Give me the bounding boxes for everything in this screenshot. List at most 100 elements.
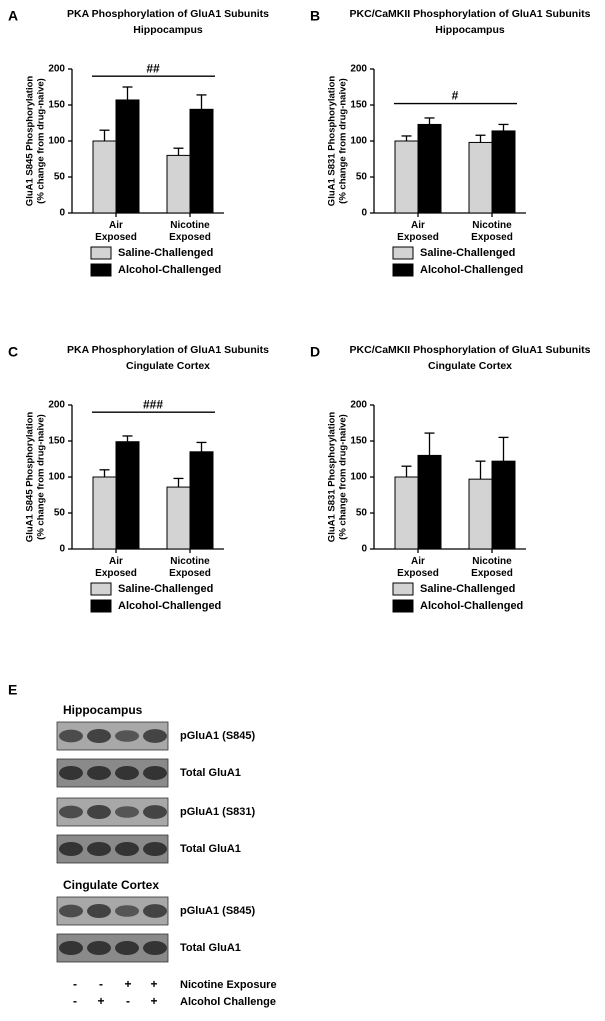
chart-title: PKC/CaMKII Phosphorylation of GluA1 Subu…	[350, 344, 591, 356]
y-tick-label: 0	[361, 544, 367, 555]
y-axis-label: GluA1 S831 Phosphorylation	[327, 76, 338, 207]
x-tick-label: Nicotine Exposed	[169, 556, 211, 579]
chart-panel: B PKC/CaMKII Phosphorylation of GluA1 Sub…	[302, 0, 602, 300]
blot-band	[87, 842, 111, 856]
legend-label: Alcohol-Challenged	[420, 264, 523, 276]
x-tick-label: Nicotine Exposed	[471, 220, 513, 243]
y-axis-label: (% change from drug-naive)	[36, 78, 47, 204]
y-tick-label: 100	[48, 472, 65, 483]
legend-swatch	[90, 263, 112, 277]
y-tick-label: 150	[350, 436, 367, 447]
condition-sign: +	[124, 977, 131, 991]
y-axis-label: (% change from drug-naive)	[36, 414, 47, 540]
section-title: Cingulate Cortex	[63, 878, 159, 892]
blot-band	[115, 806, 139, 818]
condition-sign: -	[73, 994, 77, 1008]
bar	[417, 454, 442, 550]
legend-swatch	[90, 246, 112, 260]
legend-label: Alcohol-Challenged	[118, 600, 221, 612]
x-tick-label: Air Exposed	[95, 556, 137, 579]
panel-label: A	[8, 8, 18, 24]
legend-label: Alcohol-Challenged	[118, 264, 221, 276]
blot-band	[143, 842, 167, 856]
blot-band	[115, 730, 139, 742]
blot-band	[59, 941, 83, 955]
panel-label: B	[310, 8, 320, 24]
chart-panel: C PKA Phosphorylation of GluA1 Subunits Ci…	[0, 336, 300, 636]
legend-label: Saline-Challenged	[118, 247, 213, 259]
condition-label: Nicotine Exposure	[180, 979, 277, 991]
y-tick-label: 50	[356, 172, 368, 183]
panel-label: C	[8, 344, 18, 360]
x-tick-label: Air Exposed	[397, 220, 439, 243]
y-tick-label: 100	[350, 136, 367, 147]
blot-label: pGluA1 (S845)	[180, 730, 256, 742]
bar	[189, 451, 214, 550]
bar	[394, 140, 419, 214]
bar	[115, 99, 140, 214]
bar	[92, 140, 117, 214]
blot-band	[115, 842, 139, 856]
condition-sign: +	[150, 977, 157, 991]
y-axis-label: GluA1 S845 Phosphorylation	[25, 76, 36, 207]
chart-title: PKA Phosphorylation of GluA1 Subunits	[67, 8, 269, 20]
bar	[491, 460, 516, 550]
panel-label: E	[8, 682, 17, 698]
blot-band	[115, 941, 139, 955]
y-tick-label: 200	[48, 64, 65, 75]
y-axis-label: GluA1 S831 Phosphorylation	[327, 412, 338, 543]
y-axis-label: GluA1 S845 Phosphorylation	[25, 412, 36, 543]
condition-sign: +	[97, 994, 104, 1008]
blot-band	[115, 905, 139, 917]
y-tick-label: 50	[54, 508, 66, 519]
bar	[166, 486, 191, 550]
blot-label: pGluA1 (S831)	[180, 806, 256, 818]
significance-label: #	[452, 89, 459, 103]
y-tick-label: 100	[48, 136, 65, 147]
x-tick-label: Air Exposed	[95, 220, 137, 243]
y-axis-label: (% change from drug-naive)	[338, 78, 349, 204]
bar	[394, 476, 419, 550]
legend-swatch	[90, 582, 112, 596]
y-axis-label: (% change from drug-naive)	[338, 414, 349, 540]
condition-sign: -	[99, 977, 103, 991]
bar	[468, 478, 493, 550]
condition-sign: -	[126, 994, 130, 1008]
chart-subtitle: Hippocampus	[435, 24, 505, 36]
blot-label: Total GluA1	[180, 767, 241, 779]
blot-band	[59, 729, 83, 743]
blot-band	[87, 805, 111, 819]
bar	[189, 108, 214, 214]
blot-panel: E Hippocampus pGluA1 (S845) Total GluA1 pGlu…	[8, 682, 277, 1008]
y-tick-label: 50	[54, 172, 66, 183]
bar	[92, 476, 117, 550]
blot-band	[87, 941, 111, 955]
chart-panel: A PKA Phosphorylation of GluA1 Subunits Hi…	[0, 0, 300, 300]
blot-band	[143, 729, 167, 743]
y-tick-label: 100	[350, 472, 367, 483]
chart-title: PKA Phosphorylation of GluA1 Subunits	[67, 344, 269, 356]
legend-swatch	[392, 582, 414, 596]
chart-subtitle: Cingulate Cortex	[126, 360, 210, 372]
blot-band	[59, 904, 83, 918]
y-tick-label: 50	[356, 508, 368, 519]
blot-band	[87, 766, 111, 780]
legend-label: Saline-Challenged	[420, 247, 515, 259]
blot-label: Total GluA1	[180, 942, 241, 954]
bar	[417, 123, 442, 214]
blot-band	[59, 805, 83, 819]
blot-label: pGluA1 (S845)	[180, 905, 256, 917]
legend-label: Alcohol-Challenged	[420, 600, 523, 612]
blot-band	[87, 904, 111, 918]
x-tick-label: Nicotine Exposed	[169, 220, 211, 243]
y-tick-label: 0	[59, 208, 65, 219]
blot-band	[143, 904, 167, 918]
chart: D PKC/CaMKII Phosphorylation of GluA1 Sub…	[310, 344, 591, 613]
blot-band	[115, 766, 139, 780]
y-tick-label: 150	[48, 436, 65, 447]
y-tick-label: 0	[361, 208, 367, 219]
y-tick-label: 200	[350, 400, 367, 411]
blot-band	[59, 766, 83, 780]
y-tick-label: 150	[350, 100, 367, 111]
